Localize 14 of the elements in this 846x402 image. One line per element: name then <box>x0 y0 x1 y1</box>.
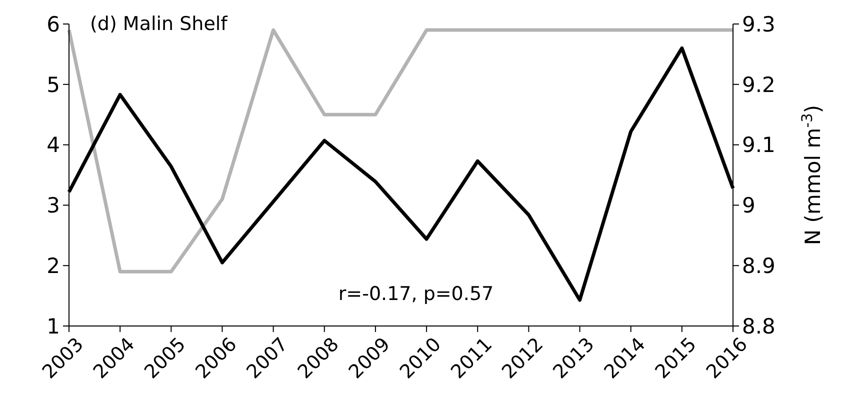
y2-tick-label: 9.1 <box>742 133 776 158</box>
y2-tick-label: 9 <box>742 194 756 218</box>
y-tick-label: 1 <box>46 314 60 338</box>
y-tick-label: 3 <box>46 194 60 218</box>
annotation: r=-0.17, p=0.57 <box>338 283 494 305</box>
y2-tick-label: 9.3 <box>742 12 776 36</box>
y2-tick-label: 8.8 <box>742 314 776 338</box>
annotation: (d) Malin Shelf <box>90 13 229 35</box>
y-tick-label: 4 <box>46 133 60 158</box>
y2-tick-label: 9.2 <box>742 72 776 97</box>
y2-tick-label: 8.9 <box>742 254 776 278</box>
y-tick-label: 6 <box>46 12 60 36</box>
y-tick-label: 2 <box>46 254 60 278</box>
y-tick-label: 5 <box>46 72 60 97</box>
